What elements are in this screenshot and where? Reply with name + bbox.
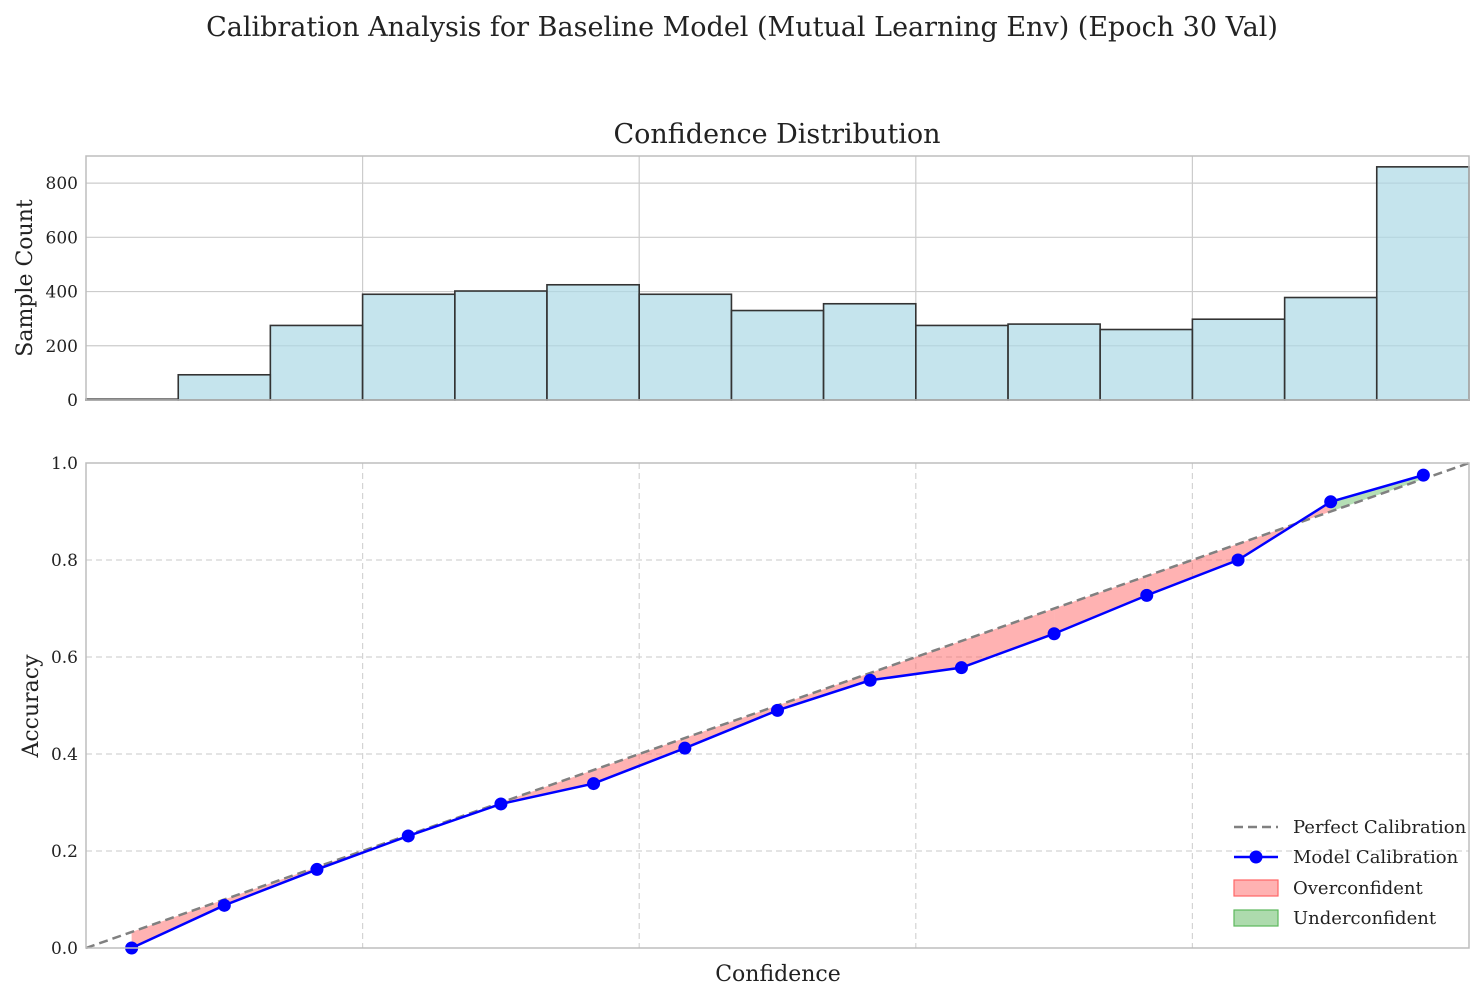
calibration-y-tick-label: 0.4	[51, 745, 78, 765]
model-calibration-point	[1231, 553, 1245, 567]
calibration-y-label: Accuracy	[19, 654, 44, 759]
calibration-frame	[85, 462, 1470, 949]
calibration-y-tick-label: 0.6	[51, 648, 78, 668]
calibration-y-tick-label: 0.8	[51, 551, 78, 571]
histogram-frame	[85, 155, 1470, 401]
model-calibration-point	[217, 898, 231, 912]
legend-overconfident-label: Overconfident	[1293, 878, 1423, 899]
calibration-panel: 0.0 0.2 0.4 0.6 0.8 1.0 Accuracy Confidence P…	[19, 454, 1470, 987]
calibration-y-tick-label: 1.0	[51, 454, 78, 474]
calibration-y-tick-label: 0.0	[51, 939, 78, 959]
model-calibration-point	[678, 741, 692, 755]
legend-underconfident-swatch	[1233, 909, 1279, 927]
figure-title: Calibration Analysis for Baseline Model …	[206, 12, 1278, 43]
histogram-title: Confidence Distribution	[614, 119, 941, 150]
histogram-y-label: Sample Count	[13, 199, 38, 357]
calibration-y-ticks: 0.0 0.2 0.4 0.6 0.8 1.0	[51, 454, 78, 959]
histogram-bar	[1283, 296, 1378, 401]
overconfident-fill	[593, 737, 685, 784]
legend-overconfident-swatch	[1233, 879, 1279, 897]
histogram-y-ticks: 0 200 400 600 800	[46, 174, 78, 411]
histogram-bar	[730, 309, 825, 401]
histogram-bar	[822, 302, 917, 401]
model-calibration-point	[494, 797, 508, 811]
model-calibration-points	[125, 468, 1430, 955]
histogram-bar	[361, 293, 456, 401]
model-calibration-point	[771, 703, 784, 717]
overconfident-fill	[961, 608, 1055, 668]
histogram-y-tick-label: 800	[46, 174, 78, 194]
histogram-bar	[546, 283, 641, 401]
model-calibration-point	[587, 777, 601, 791]
histogram-bar	[638, 293, 733, 401]
histogram-bars	[85, 166, 1470, 401]
histogram-bar	[1007, 323, 1101, 401]
model-calibration-point	[1140, 588, 1154, 602]
model-calibration-point	[1047, 627, 1061, 641]
legend-model-swatch-marker	[1249, 850, 1263, 864]
overconfident-fill	[1054, 576, 1147, 634]
calibration-x-label: Confidence	[715, 962, 841, 987]
calibration-grid	[86, 463, 1469, 948]
model-calibration-point	[954, 661, 968, 675]
histogram-bar	[177, 373, 272, 401]
calibration-y-tick-label: 0.2	[51, 842, 78, 862]
model-calibration-point	[310, 862, 324, 876]
histogram-bar	[1191, 318, 1286, 401]
legend-model-label: Model Calibration	[1293, 847, 1459, 868]
histogram-y-tick-label: 600	[46, 228, 78, 248]
model-calibration-point	[1416, 468, 1430, 482]
legend-perfect-label: Perfect Calibration	[1293, 817, 1467, 838]
histogram-bar	[1099, 328, 1194, 401]
histogram-panel: Confidence Distribution 0 200 400 600 800 Sa…	[13, 119, 1470, 411]
histogram-bar	[914, 324, 1009, 401]
underconfident-fill	[1330, 475, 1424, 512]
histogram-y-tick-label: 0	[67, 391, 78, 411]
overconfident-fill	[131, 899, 225, 948]
histogram-bar	[1375, 166, 1470, 401]
model-calibration-point	[401, 829, 415, 843]
histogram-bar	[454, 290, 548, 401]
histogram-y-tick-label: 200	[46, 337, 78, 357]
histogram-bar	[269, 324, 364, 401]
model-calibration-point	[1324, 495, 1338, 509]
model-calibration-point	[863, 673, 877, 687]
histogram-y-tick-label: 400	[46, 283, 78, 303]
legend: Perfect Calibration Model Calibration Ov…	[1233, 817, 1467, 929]
overconfident-fill	[1146, 543, 1239, 596]
legend-underconfident-label: Underconfident	[1293, 908, 1437, 929]
